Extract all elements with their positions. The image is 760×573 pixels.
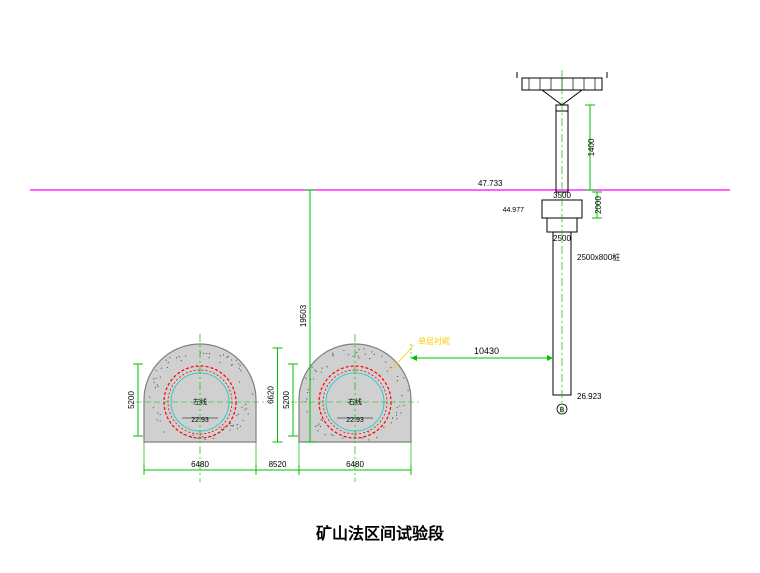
dim-label: 5200 bbox=[282, 391, 291, 409]
dim-label: 8520 bbox=[269, 460, 287, 469]
dim-label: 47.733 bbox=[478, 179, 503, 188]
dim-label: 右线 bbox=[348, 397, 362, 406]
dim-label: 1400 bbox=[587, 138, 596, 156]
dim-label: 19503 bbox=[299, 304, 308, 327]
dim-label: 2500x800桩 bbox=[577, 252, 620, 262]
drawing-title: 矿山法区间试验段 bbox=[0, 520, 760, 544]
dim-label: 22.93 bbox=[346, 417, 364, 424]
annotation: 单层衬砌 bbox=[418, 336, 450, 346]
dim-label: 22.93 bbox=[191, 417, 209, 424]
dim-label: 左线 bbox=[193, 397, 207, 406]
dim-label: 5200 bbox=[127, 391, 136, 409]
dim-label: 26.923 bbox=[577, 392, 602, 401]
dim-label: 44.977 bbox=[503, 207, 525, 214]
dim-label: 6480 bbox=[191, 460, 209, 469]
dim-label: 2000 bbox=[594, 196, 603, 214]
dim-label: 6480 bbox=[346, 460, 364, 469]
dim-label: 6620 bbox=[267, 386, 276, 404]
dim-label: 10430 bbox=[474, 346, 499, 356]
